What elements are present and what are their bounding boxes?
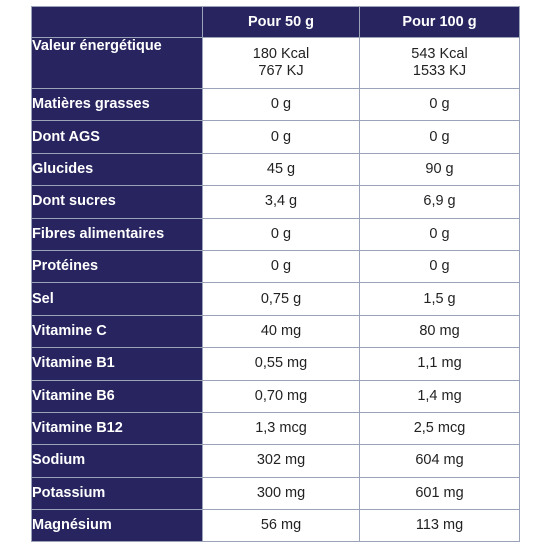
value-per-50g: 40 mg bbox=[202, 314, 360, 349]
nutrition-table: Pour 50 g Pour 100 g Valeur énergétique … bbox=[31, 6, 520, 543]
value-per-100g: 90 g bbox=[359, 152, 520, 187]
table-row: Sodium 302 mg 604 mg bbox=[31, 444, 520, 478]
value-per-100g: 0 g bbox=[359, 120, 520, 154]
energy-per-50g-cell: 180 Kcal 767 KJ bbox=[202, 37, 360, 89]
row-label: Valeur énergétique bbox=[31, 37, 203, 89]
row-label: Sodium bbox=[31, 444, 203, 478]
value-per-50g: 0 g bbox=[202, 87, 360, 122]
value-per-100g: 0 g bbox=[359, 87, 520, 122]
row-label: Matières grasses bbox=[31, 87, 203, 122]
table-row: Vitamine B12 1,3 mcg 2,5 mcg bbox=[31, 411, 520, 446]
row-label: Potassium bbox=[31, 476, 203, 511]
row-label: Protéines bbox=[31, 249, 203, 284]
table-row: Potassium 300 mg 601 mg bbox=[31, 476, 520, 511]
value-per-50g: 0 g bbox=[202, 120, 360, 154]
value-per-50g: 45 g bbox=[202, 152, 360, 187]
table-row: Vitamine B1 0,55 mg 1,1 mg bbox=[31, 347, 520, 381]
value-per-100g: 113 mg bbox=[359, 509, 520, 543]
value-per-50g: 56 mg bbox=[202, 509, 360, 543]
value-per-100g: 6,9 g bbox=[359, 185, 520, 219]
value-per-100g: 1,5 g bbox=[359, 282, 520, 316]
energy-kcal-per-50g: 180 Kcal bbox=[252, 46, 310, 62]
value-per-50g: 300 mg bbox=[202, 476, 360, 511]
value-per-50g: 0 g bbox=[202, 249, 360, 284]
table-row: Vitamine C 40 mg 80 mg bbox=[31, 314, 520, 349]
value-per-50g: 302 mg bbox=[202, 444, 360, 478]
row-label: Glucides bbox=[31, 152, 203, 187]
header-per-100g: Pour 100 g bbox=[359, 6, 520, 38]
value-per-50g: 0,55 mg bbox=[202, 347, 360, 381]
row-energy: Valeur énergétique 180 Kcal 767 KJ 543 K… bbox=[31, 37, 520, 89]
header-per-50g: Pour 50 g bbox=[202, 6, 360, 38]
row-label: Dont AGS bbox=[31, 120, 203, 154]
row-label: Vitamine B12 bbox=[31, 411, 203, 446]
row-label: Magnésium bbox=[31, 509, 203, 543]
table-row: Sel 0,75 g 1,5 g bbox=[31, 282, 520, 316]
header-corner-cell bbox=[31, 6, 203, 38]
value-per-100g: 0 g bbox=[359, 217, 520, 251]
row-label: Dont sucres bbox=[31, 185, 203, 219]
value-per-50g: 0,75 g bbox=[202, 282, 360, 316]
energy-kj-per-100g: 1533 KJ bbox=[412, 63, 467, 79]
table-row: Magnésium 56 mg 113 mg bbox=[31, 509, 520, 543]
value-per-100g: 80 mg bbox=[359, 314, 520, 349]
value-per-50g: 1,3 mcg bbox=[202, 411, 360, 446]
header-row: Pour 50 g Pour 100 g bbox=[31, 6, 520, 38]
table-row: Vitamine B6 0,70 mg 1,4 mg bbox=[31, 379, 520, 413]
value-per-100g: 0 g bbox=[359, 249, 520, 284]
energy-per-100g-cell: 543 Kcal 1533 KJ bbox=[359, 37, 520, 89]
value-per-50g: 3,4 g bbox=[202, 185, 360, 219]
energy-kcal-per-100g: 543 Kcal bbox=[411, 46, 468, 62]
value-per-50g: 0 g bbox=[202, 217, 360, 251]
table-row: Dont sucres 3,4 g 6,9 g bbox=[31, 185, 520, 219]
energy-kj-per-50g: 767 KJ bbox=[258, 63, 304, 79]
row-label: Sel bbox=[31, 282, 203, 316]
value-per-100g: 2,5 mcg bbox=[359, 411, 520, 446]
row-label: Vitamine C bbox=[31, 314, 203, 349]
row-label: Fibres alimentaires bbox=[31, 217, 203, 251]
value-per-100g: 1,4 mg bbox=[359, 379, 520, 413]
value-per-100g: 601 mg bbox=[359, 476, 520, 511]
row-label: Vitamine B1 bbox=[31, 347, 203, 381]
row-label: Vitamine B6 bbox=[31, 379, 203, 413]
value-per-100g: 1,1 mg bbox=[359, 347, 520, 381]
value-per-100g: 604 mg bbox=[359, 444, 520, 478]
value-per-50g: 0,70 mg bbox=[202, 379, 360, 413]
table-row: Glucides 45 g 90 g bbox=[31, 152, 520, 187]
